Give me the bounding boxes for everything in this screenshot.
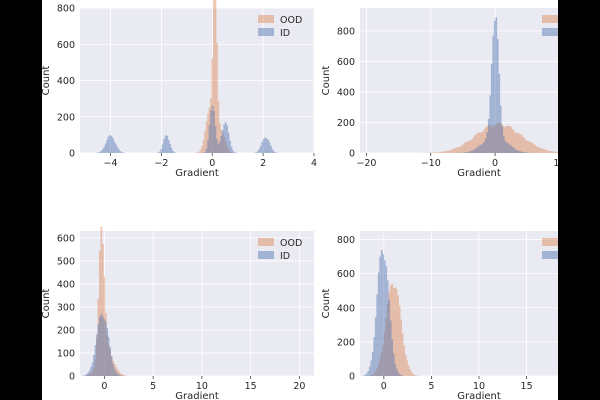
y-tick-label: 800 (337, 26, 355, 37)
histogram-series-id (361, 250, 405, 376)
histogram-series-ood (82, 226, 129, 376)
x-tick-label: 0 (101, 381, 107, 392)
chart-panel-1: −4 −2 0 2 4 0 200 400 600 800 Gradient Count OOD ID (42, 0, 317, 179)
y-axis-label: Count (321, 289, 332, 319)
x-axis-label: Gradient (175, 391, 219, 400)
plot-area (360, 8, 558, 153)
figure-panel: −4 −2 0 2 4 0 200 400 600 800 Gradient Count OOD ID −2… (42, 0, 558, 400)
y-tick-label: 400 (337, 303, 355, 314)
y-tick-label: 0 (349, 149, 355, 160)
x-tick-label: 5 (428, 381, 434, 392)
x-tick-label: 10 (473, 381, 485, 392)
legend-label-ood: OOD (280, 15, 302, 26)
y-tick-label: 500 (57, 256, 75, 267)
y-tick-label: 800 (337, 235, 355, 246)
y-axis-label: Count (42, 289, 52, 319)
x-tick-label: 10 (196, 381, 208, 392)
plot-area (80, 231, 314, 376)
y-tick-label: 400 (57, 76, 75, 87)
plot-area (360, 231, 558, 376)
histogram-series-id (456, 17, 535, 154)
legend-swatch-id (542, 28, 558, 36)
x-tick-label: 2 (260, 158, 266, 169)
legend-swatch-ood (542, 15, 558, 23)
legend-swatch-ood (258, 15, 274, 23)
y-tick-label: 0 (349, 372, 355, 383)
x-tick-label: 0 (492, 158, 498, 169)
chart-panel-3: 0 5 10 15 200100200300400500600GradientCount… (42, 226, 314, 400)
x-tick-label: −2 (154, 158, 168, 169)
histogram-series-id (96, 105, 278, 153)
legend-label-id: ID (280, 251, 290, 262)
x-tick-label: 0 (209, 158, 215, 169)
histogram-series-ood (365, 283, 420, 376)
y-tick-label: 400 (337, 87, 355, 98)
x-axis-label: Gradient (457, 391, 501, 400)
x-tick-label: 10 (553, 158, 558, 169)
y-tick-label: 600 (57, 40, 75, 51)
x-axis-label: Gradient (457, 168, 501, 179)
chart-panel-2: −20−100100200400600800GradientCountOODID (321, 8, 558, 179)
y-tick-label: 0 (69, 372, 75, 383)
x-tick-label: 0 (381, 381, 387, 392)
legend-swatch-id (258, 251, 274, 259)
x-tick-label: −20 (356, 158, 376, 169)
y-tick-label: 100 (57, 348, 75, 359)
y-axis-label: Count (42, 66, 52, 96)
y-tick-label: 200 (57, 325, 75, 336)
y-tick-label: 600 (337, 269, 355, 280)
y-tick-label: 300 (57, 302, 75, 313)
x-axis-label: Gradient (175, 168, 219, 179)
legend-label-ood: OOD (280, 238, 302, 249)
x-tick-label: 15 (245, 381, 257, 392)
y-axis-label: Count (321, 66, 332, 96)
x-tick-label: 20 (293, 381, 305, 392)
y-tick-label: 200 (337, 118, 355, 129)
legend-swatch-id (258, 28, 274, 36)
legend-swatch-ood (258, 238, 274, 246)
legend-label-id: ID (280, 28, 290, 39)
y-tick-label: 200 (57, 112, 75, 123)
y-tick-label: 200 (337, 337, 355, 348)
y-tick-label: 600 (337, 57, 355, 68)
x-tick-label: −10 (421, 158, 441, 169)
x-tick-label: 15 (521, 381, 533, 392)
x-tick-label: −4 (104, 158, 118, 169)
histogram-series-id (81, 314, 125, 376)
x-tick-label: 4 (311, 158, 317, 169)
histogram-figure: −4 −2 0 2 40200400600800GradientCountOODID−2… (42, 0, 558, 400)
x-tick-label: 5 (150, 381, 156, 392)
chart-panel-4: 051015200200400600800GradientCountOODID (321, 231, 558, 400)
histogram-series-ood (420, 122, 558, 153)
y-tick-label: 800 (57, 4, 75, 15)
y-tick-label: 600 (57, 233, 75, 244)
histogram-series-ood (194, 0, 234, 153)
legend-swatch-ood (542, 238, 558, 246)
y-tick-label: 0 (69, 149, 75, 160)
y-tick-label: 400 (57, 279, 75, 290)
legend-swatch-id (542, 251, 558, 259)
